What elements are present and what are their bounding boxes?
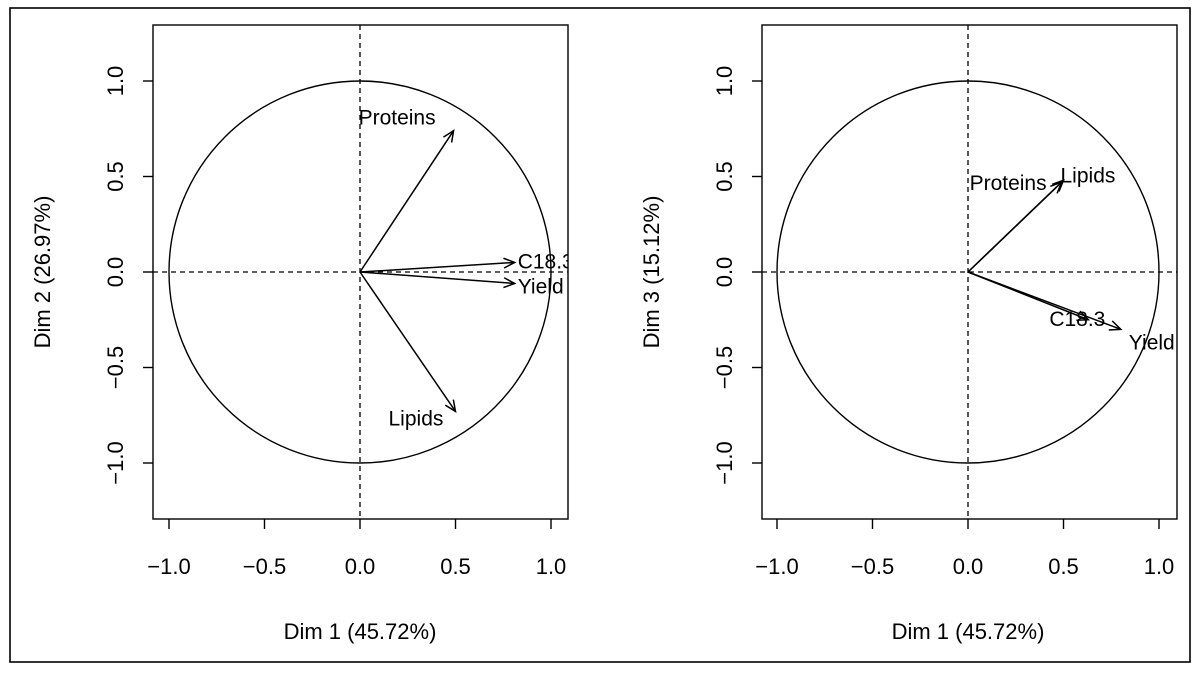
vector-c183-arrowhead (503, 257, 517, 269)
vector-label: Lipids (389, 407, 444, 430)
vector-c183-arrow (359, 261, 515, 273)
x-tick-label: 0.0 (953, 554, 984, 579)
vector-label: Lipids (1061, 164, 1116, 187)
x-tick-label: −1.0 (147, 554, 190, 579)
x-tick-label: 0.5 (1048, 554, 1079, 579)
correlation-circle-dim1-dim2: −1.0 −0.5 0.0 0.5 1.0 −1.0 −0.5 0.0 0.5 1.0 Prot… (30, 24, 574, 644)
y-axis-title: Dim 2 (26.97%) (30, 196, 55, 349)
y-axis-title: Dim 3 (15.12%) (639, 196, 664, 349)
unit-circle (168, 80, 552, 464)
vector-proteins-arrow (359, 130, 455, 273)
y-tick-label: −1.0 (712, 441, 737, 484)
x-tick-label: −1.0 (755, 554, 798, 579)
y-tick-label: 1.0 (103, 66, 128, 97)
vector-label: Proteins (970, 172, 1047, 195)
x-axis-ticks: −1.0 −0.5 0.0 0.5 1.0 (147, 519, 566, 579)
y-axis-ticks: −1.0 −0.5 0.0 0.5 1.0 (712, 66, 762, 485)
x-tick-label: −0.5 (851, 554, 894, 579)
unit-circle (776, 80, 1160, 464)
y-tick-label: −0.5 (103, 346, 128, 389)
y-tick-label: 0.0 (712, 257, 737, 288)
vector-yield-arrow (359, 271, 515, 285)
y-tick-label: 0.5 (103, 161, 128, 192)
x-axis-ticks: −1.0 −0.5 0.0 0.5 1.0 (755, 519, 1174, 579)
vector-label: C18.3 (1049, 308, 1105, 331)
x-tick-label: −0.5 (243, 554, 286, 579)
vector-lipids-arrow (967, 179, 1065, 273)
y-axis-ticks: −1.0 −0.5 0.0 0.5 1.0 (103, 66, 153, 485)
y-tick-label: −1.0 (103, 441, 128, 484)
vector-label: Proteins (359, 107, 436, 130)
figure-border (9, 7, 1191, 663)
y-tick-label: 0.0 (103, 257, 128, 288)
vector-proteins-arrowhead (443, 129, 455, 143)
vector-yield-arrowhead (1108, 320, 1123, 331)
vector-lipids-arrow (359, 271, 457, 412)
variable-vectors: Proteins Lipids C18.3 Yield (967, 164, 1175, 354)
vector-yield-arrowhead (503, 277, 517, 289)
x-tick-label: 0.0 (345, 554, 376, 579)
vector-c183-arrowhead (1076, 310, 1091, 322)
vector-label: C18.3 (518, 250, 574, 273)
x-axis-title: Dim 1 (45.72%) (284, 619, 437, 644)
y-tick-label: 0.5 (712, 161, 737, 192)
vector-label: Yield (518, 275, 564, 298)
x-tick-label: 0.5 (440, 554, 471, 579)
vector-lipids-arrowhead (1051, 179, 1065, 192)
correlation-circle-dim1-dim3: −1.0 −0.5 0.0 0.5 1.0 −1.0 −0.5 0.0 0.5 1.0 Prot… (639, 24, 1178, 644)
vector-lipids-arrowhead (444, 399, 457, 413)
y-tick-label: −0.5 (712, 346, 737, 389)
vector-yield-arrow (967, 271, 1122, 331)
x-tick-label: 1.0 (1144, 554, 1175, 579)
vector-label: Yield (1129, 331, 1175, 354)
x-axis-title: Dim 1 (45.72%) (892, 619, 1045, 644)
y-tick-label: 1.0 (712, 66, 737, 97)
x-tick-label: 1.0 (536, 554, 567, 579)
